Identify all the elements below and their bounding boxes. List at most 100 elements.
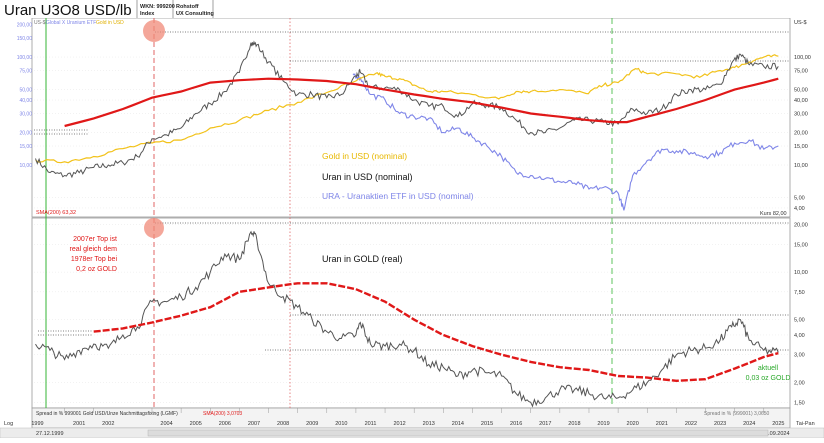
header-bar <box>0 0 824 18</box>
year-label: 2013 <box>423 421 435 427</box>
year-label: 2006 <box>219 421 231 427</box>
year-label: 2024 <box>743 421 755 427</box>
bottom-right-tick-label: 7,50 <box>794 290 805 296</box>
series-line-ura <box>352 73 779 211</box>
series-line-gold <box>35 54 779 164</box>
axis-log-label: Log <box>4 421 13 427</box>
top-left-tick-label: 20,00 <box>19 131 32 137</box>
annotation-now-line-1: aktuell <box>758 365 779 372</box>
top-left-tick-label: 15,00 <box>19 144 32 150</box>
bottom-right-tick-label: 2,00 <box>794 381 805 387</box>
year-label: 1999 <box>31 421 43 427</box>
top-panel-frame <box>31 17 791 218</box>
top-left-tick-label: 50,00 <box>19 88 32 94</box>
legend-small-gold: Gold in USD <box>96 20 124 26</box>
start-date-label: 27.12.1999 <box>36 431 64 437</box>
year-label: 2018 <box>568 421 580 427</box>
annotation-top-line-2: real gleich dem <box>70 246 118 253</box>
bottom-right-tick-label: 10,00 <box>794 270 808 276</box>
chart-title: Uran U3O8 USD/lb <box>4 2 132 19</box>
year-label: 2021 <box>656 421 668 427</box>
year-label: 2002 <box>102 421 114 427</box>
year-label: 2005 <box>190 421 202 427</box>
x-axis-year-labels: 1999 2001 2002 2004 2005 2006 2007 2008 2009 2010… <box>31 408 784 427</box>
end-date-label: 27.09.2024 <box>762 431 790 437</box>
annotation-ura: URA - Uranaktien ETF in USD (nominal) <box>322 191 474 201</box>
annotation-top-line-4: 0,2 oz GOLD <box>76 266 117 273</box>
annotation-uran-in-gold: Uran in GOLD (real) <box>322 254 403 264</box>
top-left-tick-label: 100,00 <box>17 55 33 61</box>
year-label: 2015 <box>481 421 493 427</box>
series-line-uran <box>35 40 779 179</box>
year-label: 2016 <box>510 421 522 427</box>
top-left-tick-label: 200,00 <box>17 23 33 29</box>
year-label: 2023 <box>714 421 726 427</box>
year-label: 2020 <box>627 421 639 427</box>
series-line-sma-bottom <box>93 282 779 383</box>
year-label: 2011 <box>365 421 377 427</box>
bottom-right-tick-label: 5,00 <box>794 318 805 324</box>
bottom-panel-frame <box>31 217 791 409</box>
annotation-gold: Gold in USD (nominal) <box>322 151 407 161</box>
top-right-tick-label: 30,00 <box>794 112 808 118</box>
series-line-sma-top <box>64 77 779 128</box>
top-right-tick-label: 15,00 <box>794 144 808 150</box>
year-label: 2009 <box>306 421 318 427</box>
year-label: 2025 <box>772 421 784 427</box>
bottom-right-tick-labels: 20,00 15,00 10,00 7,50 5,00 4,00 3,00 2,00 1,50 <box>794 223 808 407</box>
bottom-highlight-circle <box>144 218 164 238</box>
top-right-tick-labels: 100,00 75,00 50,00 40,00 30,00 20,00 15,00 10,0… <box>794 55 811 212</box>
year-label: 2017 <box>539 421 551 427</box>
annotation-uran: Uran in USD (nominal) <box>322 172 413 182</box>
legend-small-ura: Global X Uranium ETF <box>46 20 96 26</box>
top-left-tick-label: 150,00 <box>17 36 33 42</box>
year-label: 2012 <box>393 421 405 427</box>
year-label: 2019 <box>597 421 609 427</box>
year-label: 2004 <box>160 421 172 427</box>
top-left-tick-label: 75,00 <box>19 69 32 75</box>
top-right-tick-label: 75,00 <box>794 69 808 75</box>
sma-top-label: SMA(200) 63,32 <box>36 210 76 216</box>
year-label: 2014 <box>452 421 464 427</box>
legend-small-uran: US-$ <box>34 20 46 26</box>
top-highlight-circle <box>143 20 165 42</box>
annotation-top-line-3: 1978er Top bei <box>71 256 118 263</box>
top-left-tick-label: 10,00 <box>19 163 32 169</box>
footer-spread-right: Spread in % (999001) 3,0650 <box>704 411 770 417</box>
annotation-now-line-2: 0,03 oz GOLD <box>746 375 791 382</box>
top-right-tick-label: 20,00 <box>794 131 808 137</box>
year-label: 2007 <box>248 421 260 427</box>
top-left-tick-label: 40,00 <box>19 98 32 104</box>
footer-sma-label: SMA(200) 3,0703 <box>203 411 242 417</box>
year-label: 2022 <box>685 421 697 427</box>
top-right-tick-label: 50,00 <box>794 88 808 94</box>
top-gridlines <box>34 56 790 209</box>
series-line-uran-in-gold <box>35 230 779 408</box>
bottom-right-tick-label: 15,00 <box>794 242 808 248</box>
top-right-tick-label: 4,00 <box>794 206 805 212</box>
top-right-tick-label: 10,00 <box>794 163 808 169</box>
top-right-tick-label: 5,00 <box>794 196 805 202</box>
top-right-tick-label: 40,00 <box>794 98 808 104</box>
footer-spread-label: Spread in % 999001 Gold USD/Unze Nachmit… <box>36 411 178 417</box>
top-left-tick-labels: 200,00 150,00 100,00 75,00 50,00 40,00 30,00 20… <box>17 23 33 169</box>
year-label: 2001 <box>73 421 85 427</box>
annotation-top-line-1: 2007er Top ist <box>73 236 117 243</box>
header-wkn: WKN: 999200 <box>140 4 175 10</box>
bottom-right-tick-label: 20,00 <box>794 223 808 229</box>
bottom-right-tick-label: 1,50 <box>794 400 805 406</box>
header-type: Index <box>140 11 155 17</box>
last-price-label: Kurs 82,00 <box>760 211 787 217</box>
top-right-axis-unit: US-$ <box>794 20 807 26</box>
year-label: 2008 <box>277 421 289 427</box>
header-source-1: Rohstoff <box>176 4 199 10</box>
top-left-tick-label: 30,00 <box>19 112 32 118</box>
tai-pan-label: Tai-Pan <box>796 421 815 427</box>
bottom-right-tick-label: 4,00 <box>794 333 805 339</box>
bottom-right-tick-label: 3,00 <box>794 353 805 359</box>
header-source-2: UX Consulting <box>176 11 214 17</box>
top-right-tick-label: 100,00 <box>794 55 811 61</box>
timeline-scrollbar[interactable] <box>147 429 769 437</box>
year-label: 2010 <box>335 421 347 427</box>
